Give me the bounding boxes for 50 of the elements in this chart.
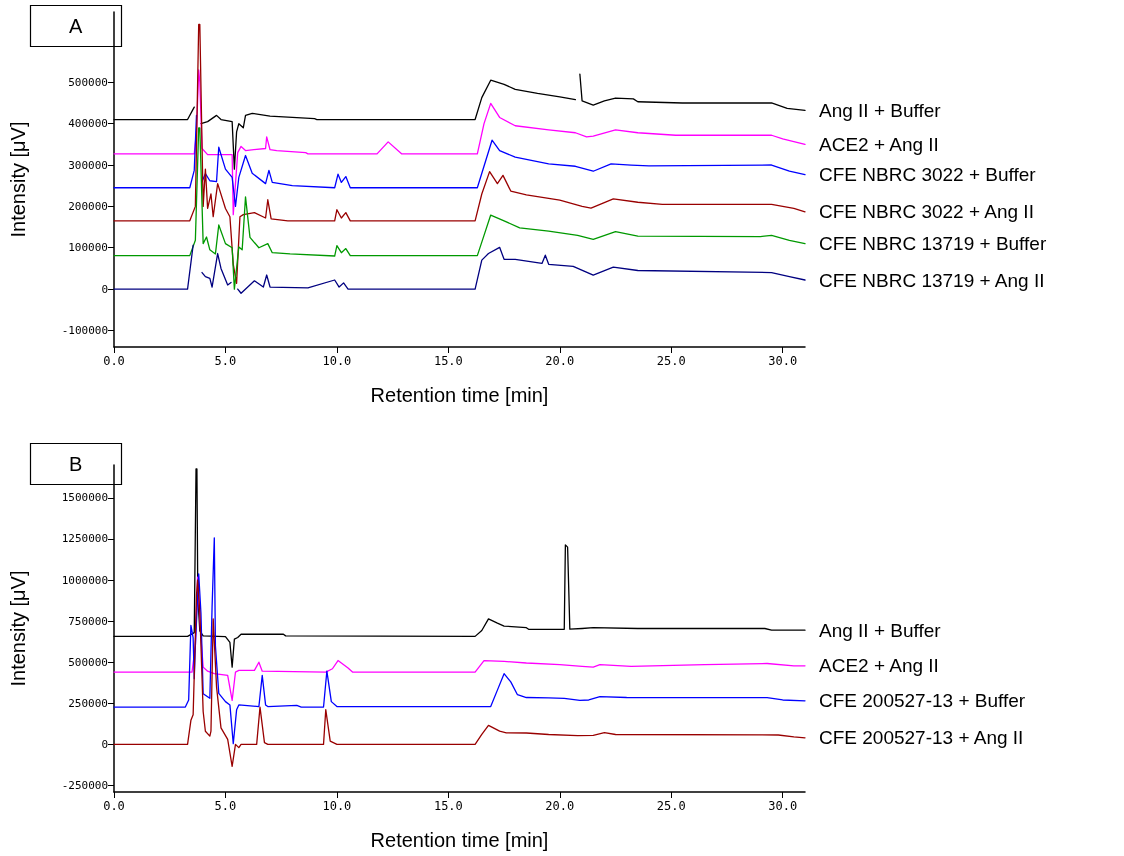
- x-tick-label: 15.0: [433, 799, 463, 813]
- series-label: Ang II + Buffer: [819, 619, 942, 641]
- y-tick-label: 1500000: [61, 491, 108, 505]
- x-tick-label: 10.0: [322, 354, 352, 368]
- line-series: [113, 537, 806, 745]
- line-series: [113, 69, 806, 216]
- line-series: [113, 127, 806, 290]
- y-tick-label: 1250000: [61, 532, 108, 546]
- line-series: [113, 579, 806, 768]
- chart-title: B: [69, 453, 83, 475]
- y-tick-label: 500000: [68, 655, 108, 669]
- y-tick-label: -100000: [61, 323, 108, 337]
- series-label: ACE2 + Ang II: [819, 133, 939, 155]
- y-tick-label: 200000: [68, 199, 108, 213]
- x-tick-label: 0.0: [103, 354, 125, 368]
- series-label: CFE NBRC 3022 + Ang II: [819, 201, 1034, 223]
- y-tick-label: 500000: [68, 75, 108, 89]
- series-label: Ang II + Buffer: [819, 99, 942, 121]
- x-tick-label: 0.0: [103, 799, 125, 813]
- series-label: CFE NBRC 3022 + Buffer: [819, 164, 1037, 186]
- y-tick-label: 750000: [68, 614, 108, 628]
- x-tick-label: 30.0: [768, 799, 798, 813]
- series-label: CFE 200527-13 + Buffer: [819, 690, 1026, 712]
- y-tick-label: 250000: [68, 696, 108, 710]
- y-tick-label: -250000: [61, 778, 108, 792]
- y-tick-label: 400000: [68, 117, 108, 131]
- x-tick-label: 30.0: [768, 354, 798, 368]
- y-tick-label: 100000: [68, 241, 108, 255]
- line-series: [113, 23, 806, 284]
- x-tick-label: 20.0: [545, 799, 575, 813]
- y-axis-title: Intensity [μV]: [7, 121, 29, 238]
- y-tick-label: 0: [101, 282, 108, 296]
- y-tick-label: 0: [101, 737, 108, 751]
- x-tick-label: 25.0: [656, 354, 686, 368]
- x-tick-label: 15.0: [433, 354, 463, 368]
- series-label: CFE 200527-13 + Ang II: [819, 727, 1024, 749]
- y-tick-label: 300000: [68, 158, 108, 172]
- x-tick-label: 5.0: [214, 354, 237, 368]
- chart-title: A: [69, 15, 83, 37]
- series-label: CFE NBRC 13719 + Ang II: [819, 269, 1045, 291]
- x-tick-label: 20.0: [545, 354, 575, 368]
- x-tick-label: 5.0: [214, 799, 237, 813]
- y-tick-label: 1000000: [61, 573, 108, 587]
- series-label: ACE2 + Ang II: [819, 655, 939, 677]
- x-tick-label: 25.0: [656, 799, 686, 813]
- y-axis-title: Intensity [μV]: [7, 570, 29, 687]
- x-axis-title: Retention time [min]: [370, 384, 549, 406]
- series-label: CFE NBRC 13719 + Buffer: [819, 233, 1047, 255]
- x-tick-label: 10.0: [322, 799, 352, 813]
- x-axis-title: Retention time [min]: [370, 829, 549, 851]
